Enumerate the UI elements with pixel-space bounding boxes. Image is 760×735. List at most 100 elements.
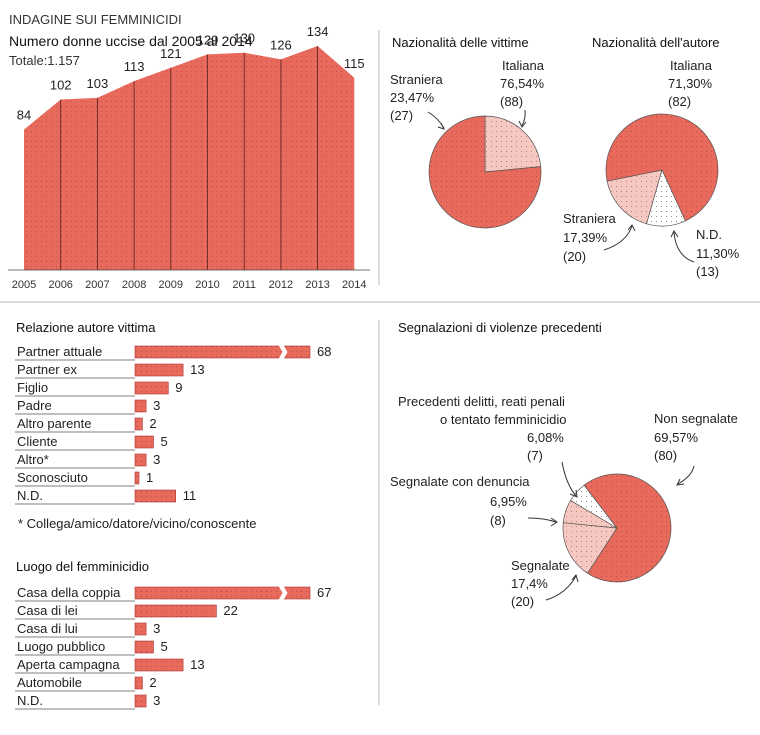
bar-relation-bar-texture: [135, 454, 147, 466]
bar-relation-value-label: 68: [317, 344, 331, 359]
area-value-label: 134: [307, 24, 329, 39]
pie-reports-precedenti-arrow: [561, 461, 577, 497]
area-value-label: 129: [197, 32, 219, 47]
area-year-tick: 2010: [195, 279, 219, 291]
bar-relation-bar-break: [278, 345, 288, 359]
area-value-label: 84: [17, 108, 31, 123]
pie-author-nd-percent: 11,30%: [696, 246, 740, 261]
bar-relation-category-label: Figlio: [17, 380, 48, 395]
bar-relation-category-label: N.D.: [17, 488, 43, 503]
area-value-label: 121: [160, 46, 182, 61]
bar-place-category-label: Luogo pubblico: [17, 639, 105, 654]
pie-reports-denuncia-count: (8): [490, 513, 506, 528]
pie-reports-non-segnalate-arrowhead: [676, 478, 685, 486]
bar-place-bar-texture: [135, 623, 147, 635]
bar-relation-value-label: 13: [190, 362, 204, 377]
bar-place-bar-texture: [135, 641, 154, 653]
pie-author-slice-straniera-texture: [607, 170, 662, 224]
bar-place-bar-texture: [135, 659, 184, 671]
bar-relation-value-label: 1: [146, 470, 153, 485]
area-year-tick: 2012: [269, 279, 293, 291]
pie-reports-title: Segnalazioni di violenze precedenti: [398, 320, 602, 335]
pie-victims-straniera-percent: 23,47%: [390, 90, 435, 105]
pie-reports-segnalate-count: (20): [511, 594, 534, 609]
area-chart: 84 2005 102 2006 103 2007 113 2008 121 2009 129 201…: [8, 24, 370, 291]
area-year-tick: 2007: [85, 279, 109, 291]
pie-reports-non-segnalate-percent: 69,57%: [654, 430, 699, 445]
pie-reports-non-segnalate-label: Non segnalate: [654, 411, 738, 426]
bar-place-bar-texture: [135, 695, 147, 707]
pie-victims: [428, 115, 542, 229]
pie-author-nd-count: (13): [696, 264, 719, 279]
area-texture: [24, 46, 355, 271]
bar-place-bar-texture: [135, 605, 217, 617]
pie-author-italiana-label: Italiana: [670, 58, 713, 73]
pie-reports-denuncia-percent: 6,95%: [490, 494, 527, 509]
bar-relation-value-label: 3: [153, 452, 160, 467]
pie-author-title: Nazionalità dell'autore: [592, 35, 720, 50]
area-value-label: 103: [87, 76, 109, 91]
pie-author-slice-n-d-texture: [646, 170, 686, 226]
pie-author-straniera-arrowhead: [627, 224, 636, 232]
bar-place-value-label: 13: [190, 657, 204, 672]
pie-reports-precedenti-line2: o tentato femminicidio: [440, 412, 566, 427]
pie-victims-straniera-label: Straniera: [390, 72, 444, 87]
bar-relation-bar-texture: [135, 346, 310, 358]
bar-place-value-label: 67: [317, 585, 331, 600]
pie-victims-italiana-percent: 76,54%: [500, 76, 545, 91]
pie-author-straniera-label: Straniera: [563, 211, 617, 226]
pie-reports-slice-segnalate-texture: [563, 522, 617, 574]
area-year-tick: 2014: [342, 279, 366, 291]
bar-place-category-label: Aperta campagna: [17, 657, 120, 672]
pie-reports-slice-precedenti-delitti-reati-penali-o-tentato-femminicidio-texture: [570, 485, 617, 528]
pie-reports-segnalate-arrowhead: [571, 573, 579, 583]
area-year-tick: 2008: [122, 279, 146, 291]
pie-reports-precedenti-percent: 6,08%: [527, 430, 564, 445]
pie-victims-title: Nazionalità delle vittime: [392, 35, 529, 50]
pie-reports-non-segnalate-count: (80): [654, 448, 677, 463]
pie-victims-slice-italiana-texture: [429, 116, 542, 228]
bar-relation-value-label: 3: [153, 398, 160, 413]
bar-place-value-label: 3: [153, 693, 160, 708]
pie-victims-straniera-arrowhead: [437, 122, 445, 130]
area-value-label: 102: [50, 78, 72, 93]
bar-relation-category-label: Sconosciuto: [17, 470, 88, 485]
bar-place-category-label: Casa della coppia: [17, 585, 121, 600]
bar-relation-title: Relazione autore vittima: [16, 320, 156, 335]
pie-author-straniera-arrow: [603, 225, 633, 251]
pie-victims-italiana-arrowhead: [518, 120, 527, 128]
pie-author-nd-label: N.D.: [696, 227, 722, 242]
kicker: INDAGINE SUI FEMMINICIDI: [9, 12, 182, 27]
pie-author-straniera-count: (20): [563, 249, 586, 264]
bar-relation-category-label: Cliente: [17, 434, 57, 449]
pie-author-italiana-count: (82): [668, 94, 691, 109]
pie-reports-precedenti-line1: Precedenti delitti, reati penali: [398, 394, 565, 409]
pie-reports-denuncia-arrowhead: [550, 517, 558, 527]
bar-place-value-label: 2: [149, 675, 156, 690]
bar-relation-value-label: 9: [175, 380, 182, 395]
bar-relation-category-label: Partner ex: [17, 362, 77, 377]
bar-place-category-label: Casa di lei: [17, 603, 78, 618]
pie-author-nd-arrow: [673, 231, 695, 263]
bar-place-category-label: N.D.: [17, 693, 43, 708]
area-year-tick: 2006: [48, 279, 72, 291]
area-chart-total: Totale:1.157: [9, 53, 80, 68]
area-year-tick: 2011: [232, 279, 256, 291]
area-year-tick: 2009: [159, 279, 183, 291]
pie-reports-precedenti-arrowhead: [569, 489, 578, 498]
pie-victims-slice-straniera-texture: [485, 116, 541, 172]
pie-reports-denuncia-arrow: [527, 517, 557, 523]
bar-relation-footnote: * Collega/amico/datore/vicino/conoscente: [18, 516, 256, 531]
bar-relation-bar-texture: [135, 400, 147, 412]
pie-reports-segnalate-arrow: [545, 575, 577, 601]
bar-relation-value-label: 5: [161, 434, 168, 449]
bar-place-bar-texture: [135, 587, 310, 599]
pie-victims-straniera-arrow: [427, 111, 445, 129]
area-chart-title: Numero donne uccise dal 2005 al 2014: [9, 33, 253, 49]
bar-relation-category-label: Altro parente: [17, 416, 91, 431]
bar-place-bar-texture: [135, 677, 143, 689]
area-value-label: 115: [344, 56, 365, 71]
bar-place-value-label: 22: [223, 603, 237, 618]
